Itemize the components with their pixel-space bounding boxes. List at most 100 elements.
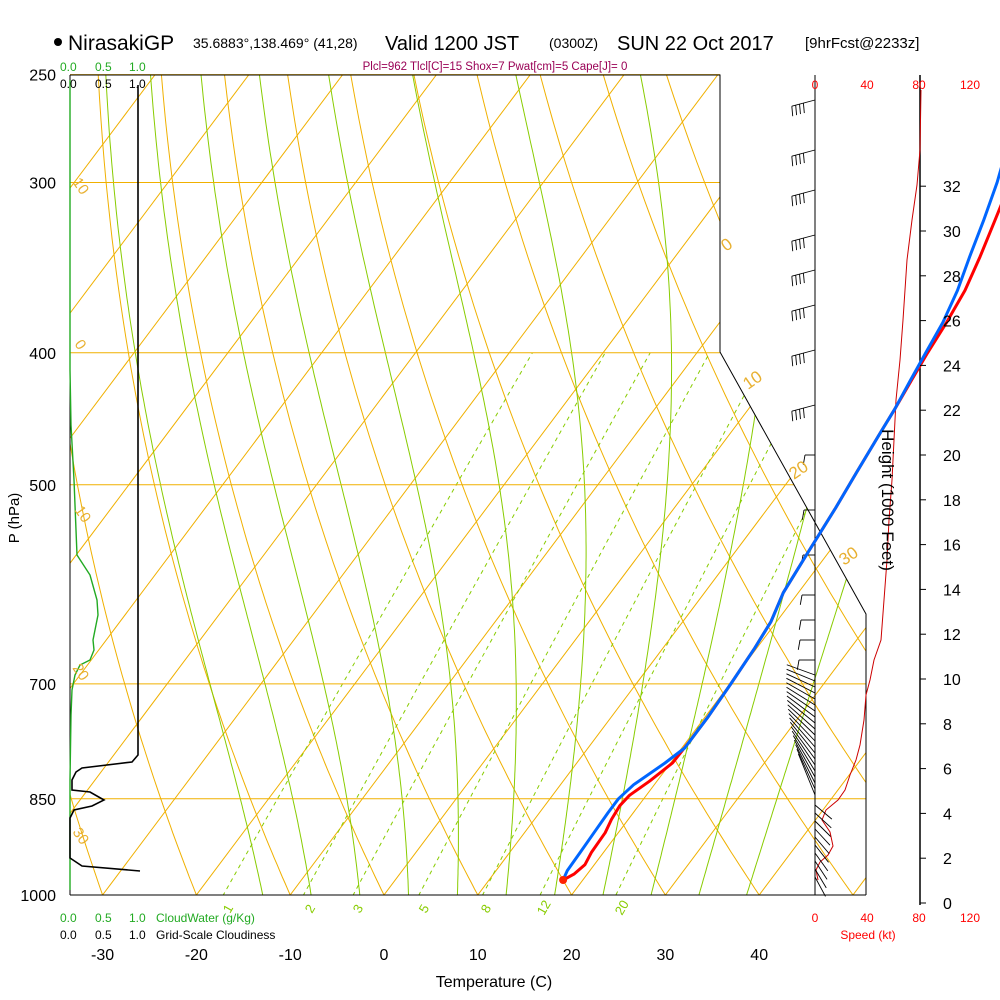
height-tick: 22 xyxy=(943,403,961,420)
theta-label: 30 xyxy=(69,825,92,848)
height-tick: 0 xyxy=(943,896,952,913)
mixr-label: 2 xyxy=(302,902,319,916)
speed-scale-top: 0 40 80 120 xyxy=(812,78,981,92)
moist-adiabat xyxy=(324,75,459,895)
moist-adiabat xyxy=(596,75,673,895)
temp-tick: -20 xyxy=(185,947,208,964)
height-tick: 30 xyxy=(943,224,961,241)
speed-tick: 120 xyxy=(960,78,980,92)
moist-adiabat xyxy=(148,75,316,895)
speed-tick: 120 xyxy=(960,911,980,925)
wind-barb xyxy=(798,619,815,630)
dry-adiabat xyxy=(283,75,589,895)
height-tick: 14 xyxy=(943,582,961,599)
temperature-ticks: -30 -20 -10 0 10 20 30 40 xyxy=(91,947,768,964)
theta-label: 10 xyxy=(739,367,765,393)
height-tick: 20 xyxy=(943,448,961,465)
temp-tick: -30 xyxy=(91,947,114,964)
cw-tick: 1.0 xyxy=(129,60,146,74)
wind-barb xyxy=(786,686,816,706)
forecast-info: [9hrFcst@2233z] xyxy=(805,35,919,52)
cw-tick: 1.0 xyxy=(129,911,146,925)
wind-barb xyxy=(796,749,816,790)
isotherm xyxy=(643,75,866,895)
wind-barb xyxy=(792,735,816,772)
moist-adiabat xyxy=(256,75,410,895)
wind-barb xyxy=(794,739,816,778)
wind-barb xyxy=(814,876,826,897)
cw-tick: 0.0 xyxy=(60,60,77,74)
pressure-tick: 1000 xyxy=(20,888,56,905)
plot-boundary xyxy=(70,74,867,895)
wind-barb xyxy=(791,234,816,252)
wind-barb xyxy=(814,844,829,863)
mixing-ratio-line xyxy=(337,352,651,895)
isotherm xyxy=(455,75,866,895)
temp-tick: 10 xyxy=(469,947,487,964)
cl-tick: 1.0 xyxy=(129,77,146,91)
wind-barb xyxy=(786,691,816,712)
pressure-tick: 250 xyxy=(29,68,56,85)
wind-barb xyxy=(814,852,829,872)
height-tick: 16 xyxy=(943,538,961,555)
wind-barb xyxy=(786,673,816,688)
isotherm xyxy=(70,75,455,895)
isotherm xyxy=(737,75,866,895)
wind-barb xyxy=(814,860,828,880)
pressure-ticks: 250 300 400 500 700 850 1000 xyxy=(20,68,56,905)
theta-label: 20 xyxy=(69,661,92,684)
moist-adiabat xyxy=(737,75,866,895)
wind-barb xyxy=(796,659,815,670)
wind-barb xyxy=(787,700,816,724)
height-axis-label: Height (1000 Feet) xyxy=(878,429,897,571)
height-tick: 32 xyxy=(943,179,961,196)
cl-tick: 0.5 xyxy=(95,928,112,942)
speed-tick: 40 xyxy=(860,911,874,925)
wind-barb xyxy=(791,404,816,422)
wind-barb xyxy=(791,189,816,207)
mixing-ratio-labels: 1 2 3 5 8 12 20 xyxy=(220,897,632,917)
cloudiness-profile xyxy=(69,85,141,872)
height-tick: 12 xyxy=(943,627,961,644)
cloud-water-profile xyxy=(69,80,99,890)
wind-barb xyxy=(786,664,816,676)
cloudiness-label: Grid-Scale Cloudiness xyxy=(156,928,275,942)
temp-tick: -10 xyxy=(279,947,302,964)
wind-barb xyxy=(791,349,816,367)
cw-tick: 0.5 xyxy=(95,911,112,925)
theta-label: 10 xyxy=(69,175,92,198)
mixr-label: 8 xyxy=(478,902,495,916)
dry-adiabat xyxy=(221,75,494,895)
theta-label: 10 xyxy=(71,503,94,526)
y-axis-label: P (hPa) xyxy=(6,493,23,544)
isobar-lines xyxy=(70,74,866,896)
height-tick: 10 xyxy=(943,672,961,689)
cl-tick: 0.0 xyxy=(60,928,77,942)
mixr-label: 20 xyxy=(612,897,632,917)
station-coords: 35.6883°,138.469° (41,28) xyxy=(193,35,358,51)
moist-adiabat xyxy=(198,75,363,895)
isotherm xyxy=(80,75,737,895)
height-tick: 6 xyxy=(943,762,952,779)
dry-adiabat xyxy=(470,75,866,895)
station-name: NirasakiGP xyxy=(68,32,174,55)
height-tick: 8 xyxy=(943,717,952,734)
pressure-tick: 500 xyxy=(29,478,56,495)
theta-labels: 10 0 10 20 30 0 10 20 30 xyxy=(69,175,862,848)
isotherm-lines xyxy=(70,75,866,895)
pressure-tick: 400 xyxy=(29,346,56,363)
wind-barb xyxy=(814,828,831,846)
dry-adiabat xyxy=(70,75,209,895)
height-tick: 24 xyxy=(943,358,961,375)
mixing-ratio-line xyxy=(525,352,820,895)
wind-barb xyxy=(786,668,816,682)
dry-adiabat xyxy=(0,51,18,924)
dewpoint-line xyxy=(561,141,1000,881)
speed-scale-bottom: 0 40 80 120 Speed (kt) xyxy=(812,911,981,942)
speed-axis-label: Speed (kt) xyxy=(840,928,895,942)
moist-adiabat xyxy=(407,75,517,895)
wind-barbs xyxy=(786,99,833,897)
mixing-ratio-line xyxy=(601,352,866,895)
wind-barb xyxy=(801,509,815,520)
